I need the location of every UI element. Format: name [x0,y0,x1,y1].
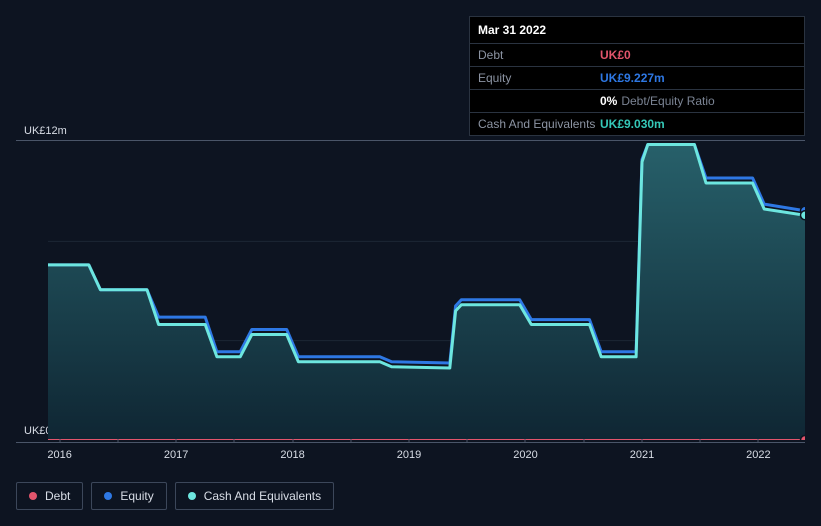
tooltip-value: UK£9.030m [600,117,665,131]
legend-item-equity[interactable]: Equity [91,482,166,510]
tooltip-row-ratio: 0%Debt/Equity Ratio [470,89,804,112]
x-tick-mark [292,439,293,443]
x-tick-mark [59,439,60,443]
tooltip-value: UK£0 [600,48,631,62]
tooltip-date: Mar 31 2022 [470,17,804,43]
y-axis-label-max: UK£12m [24,125,67,137]
x-tick-mark [525,439,526,443]
tooltip-label: Cash And Equivalents [478,117,600,131]
tooltip-value: UK£9.227m [600,71,665,85]
x-tick-mark [176,439,177,443]
x-tick-label: 2021 [630,449,654,461]
tooltip-row-cash: Cash And Equivalents UK£9.030m [470,112,804,135]
legend-label: Debt [45,489,70,503]
x-tick-mark-minor [700,439,701,442]
cash-area [48,145,805,441]
x-tick-mark [641,439,642,443]
y-grid-line-top [16,140,805,141]
x-tick-mark [758,439,759,443]
legend-label: Equity [120,489,153,503]
tooltip-value: 0%Debt/Equity Ratio [600,94,715,108]
data-tooltip: Mar 31 2022 Debt UK£0 Equity UK£9.227m 0… [469,16,805,136]
x-tick-mark-minor [467,439,468,442]
legend-label: Cash And Equivalents [204,489,321,503]
chart-svg [48,142,805,440]
x-tick-label: 2017 [164,449,188,461]
chart-legend: Debt Equity Cash And Equivalents [16,482,334,510]
tooltip-row-debt: Debt UK£0 [470,43,804,66]
x-tick-label: 2019 [397,449,421,461]
tooltip-label: Debt [478,48,600,62]
x-tick-label: 2018 [280,449,304,461]
chart-plot-area[interactable] [48,142,805,440]
x-tick-label: 2022 [746,449,770,461]
x-tick-label: 2020 [513,449,537,461]
legend-item-debt[interactable]: Debt [16,482,83,510]
legend-swatch [29,492,37,500]
x-tick-mark-minor [583,439,584,442]
legend-swatch [188,492,196,500]
legend-item-cash-and-equivalents[interactable]: Cash And Equivalents [175,482,334,510]
x-tick-mark-minor [350,439,351,442]
cash-marker [801,211,806,220]
tooltip-label: Equity [478,71,600,85]
x-tick-mark [409,439,410,443]
x-axis: 2016 2017 2018 2019 2020 2021 2022 [16,442,805,460]
tooltip-label [478,94,600,108]
x-tick-mark-minor [117,439,118,442]
tooltip-row-equity: Equity UK£9.227m [470,66,804,89]
x-tick-mark-minor [234,439,235,442]
legend-swatch [104,492,112,500]
x-tick-label: 2016 [47,449,71,461]
